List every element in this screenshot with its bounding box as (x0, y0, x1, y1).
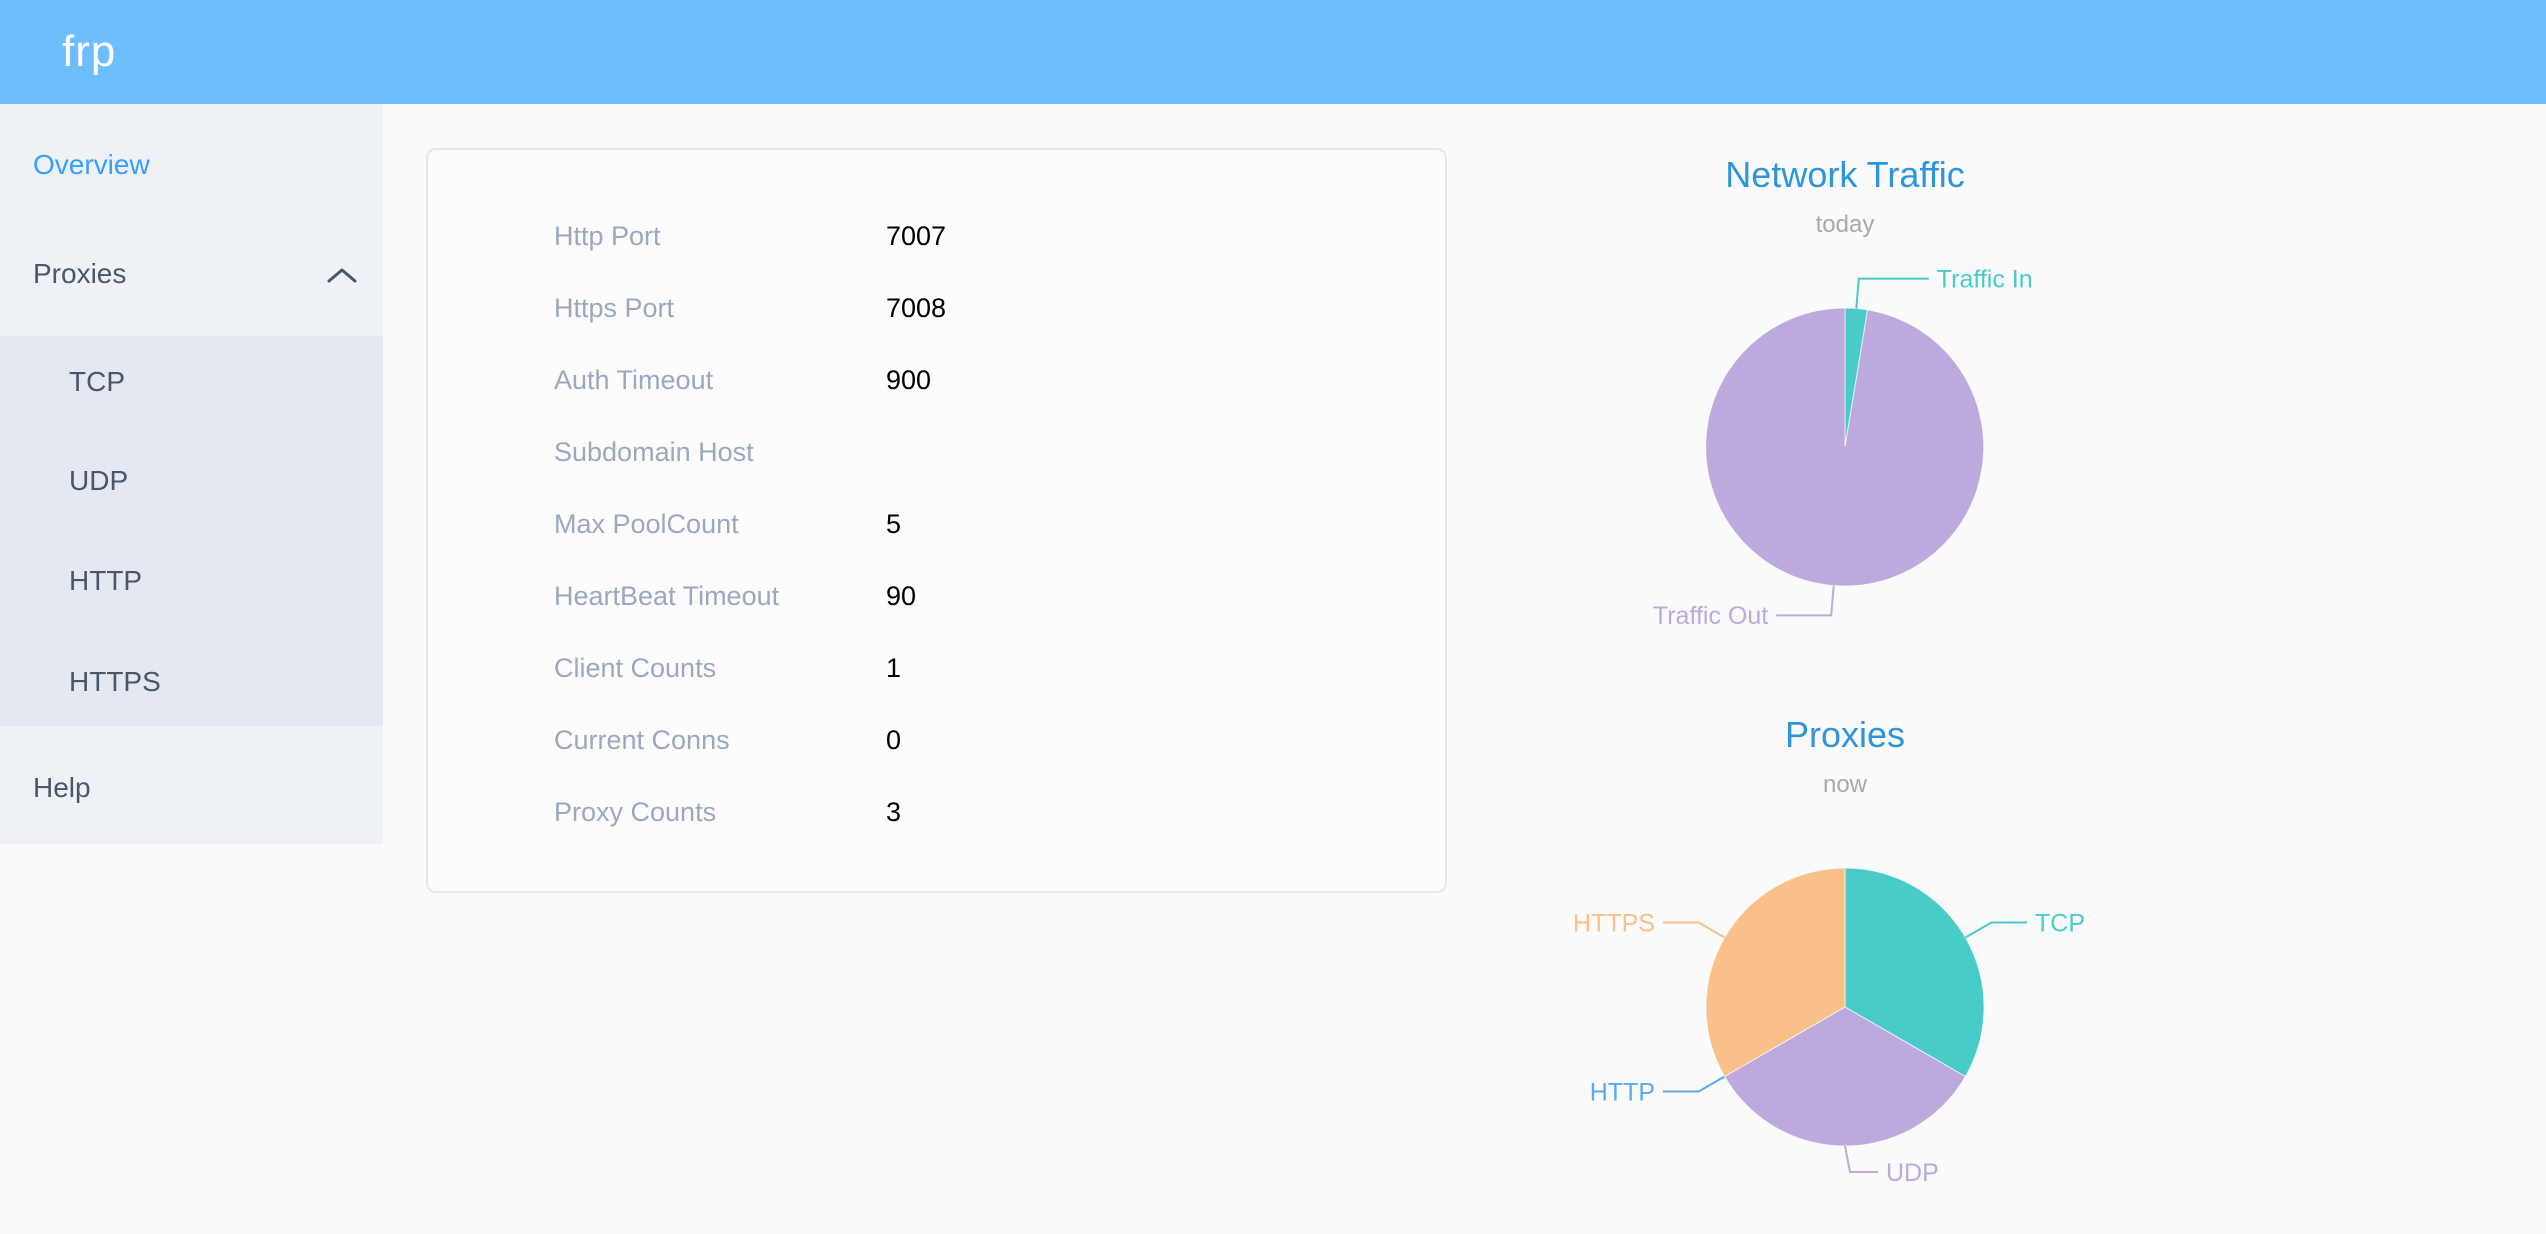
info-label: Auth Timeout (554, 365, 714, 395)
sidebar-item-udp[interactable]: UDP (0, 445, 383, 517)
info-value: 0 (886, 725, 902, 755)
pie-label-https: HTTPS (1573, 909, 1655, 937)
info-value: 900 (886, 365, 932, 395)
pie-label-line (1663, 921, 1726, 939)
info-value: 1 (886, 653, 902, 683)
info-row-heartbeat-timeout: HeartBeat Timeout 90 (428, 560, 1445, 632)
chart-title: Network Traffic (1725, 154, 1965, 195)
sidebar-item-label: Overview (33, 149, 150, 180)
proxies-pie: TCP UDP HTTP HTTPS (1573, 867, 2085, 1187)
chart-subtitle: now (1822, 771, 1868, 798)
network-traffic-chart: Network Traffic today Traffic In Traffic … (1445, 140, 2245, 660)
sidebar-item-label: Proxies (33, 258, 127, 289)
pie-label-traffic-in: Traffic In (1937, 265, 2033, 293)
info-row-https-port: Https Port 7008 (428, 272, 1445, 344)
info-label: Current Conns (554, 725, 730, 755)
pie-label-line (1776, 585, 1835, 617)
info-value: 7007 (886, 221, 947, 251)
sidebar-item-label: Help (33, 772, 91, 803)
info-value: 5 (886, 509, 902, 539)
info-label: Max PoolCount (554, 509, 739, 539)
info-label: Proxy Counts (554, 797, 717, 827)
info-value: 3 (886, 797, 902, 827)
pie-label-line (1663, 1075, 1726, 1093)
info-row-subdomain-host: Subdomain Host (428, 416, 1445, 488)
chevron-up-icon (327, 268, 357, 283)
chart-title: Proxies (1784, 714, 1906, 755)
info-value: 7008 (886, 293, 947, 323)
info-value: 90 (886, 581, 917, 611)
sidebar-item-label: HTTP (69, 565, 143, 596)
info-label: Client Counts (554, 653, 717, 683)
pie-label-http: HTTP (1590, 1078, 1655, 1106)
chart-subtitle: today (1815, 211, 1875, 238)
pie-label-line (1964, 921, 2027, 939)
sidebar-item-label: HTTPS (69, 666, 161, 697)
info-row-auth-timeout: Auth Timeout 900 (428, 344, 1445, 416)
pie-label-traffic-out: Traffic Out (1653, 602, 1768, 630)
server-info-card: Http Port 7007 Https Port 7008 Auth Timeou… (426, 148, 1447, 893)
sidebar-item-https[interactable]: HTTPS (0, 646, 383, 718)
info-row-client-counts: Client Counts 1 (428, 632, 1445, 704)
sidebar-item-http[interactable]: HTTP (0, 545, 383, 617)
info-label: Http Port (554, 221, 661, 251)
info-label: Https Port (554, 293, 675, 323)
sidebar-item-tcp[interactable]: TCP (0, 346, 383, 418)
network-traffic-pie: Traffic In Traffic Out (1653, 265, 2033, 630)
sidebar-item-proxies[interactable]: Proxies (0, 238, 383, 310)
sidebar-item-overview[interactable]: Overview (0, 129, 383, 201)
pie-label-line (1844, 1145, 1878, 1173)
sidebar: Overview Proxies TCP UDP HTTP HTTPS Help (0, 104, 383, 844)
app-logo: frp (62, 27, 117, 76)
pie-slice-tcp[interactable] (1844, 867, 1985, 1078)
proxies-chart: Proxies now TCP UDP HTTP HTTPS (1445, 700, 2245, 1234)
pie-label-tcp: TCP (2035, 909, 2085, 937)
pie-slice-traffic-out[interactable] (1705, 307, 1985, 587)
info-label: Subdomain Host (554, 437, 754, 467)
sidebar-item-help[interactable]: Help (0, 752, 383, 824)
sidebar-item-label: UDP (69, 465, 129, 496)
proxies-submenu: TCP UDP HTTP HTTPS (0, 336, 383, 726)
header-bar: frp (0, 0, 2546, 104)
sidebar-item-label: TCP (69, 366, 125, 397)
info-label: HeartBeat Timeout (554, 581, 780, 611)
info-row-http-port: Http Port 7007 (428, 200, 1445, 272)
pie-label-line (1855, 277, 1929, 309)
info-row-current-conns: Current Conns 0 (428, 704, 1445, 776)
info-row-max-poolcount: Max PoolCount 5 (428, 488, 1445, 560)
pie-label-udp: UDP (1886, 1159, 1939, 1187)
info-row-proxy-counts: Proxy Counts 3 (428, 776, 1445, 848)
